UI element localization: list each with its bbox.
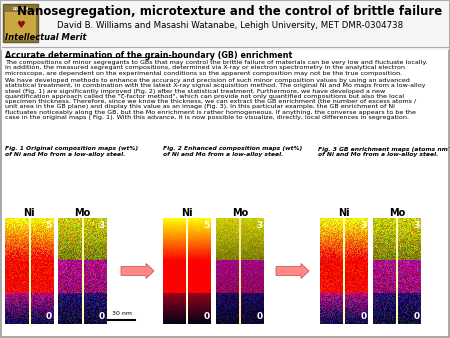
Text: 3: 3 <box>413 221 419 230</box>
Bar <box>1 1 449 50</box>
Text: of Ni and Mo from a low-alloy steel.: of Ni and Mo from a low-alloy steel. <box>163 152 284 157</box>
Text: 3: 3 <box>98 221 104 230</box>
Text: 0: 0 <box>99 312 104 321</box>
FancyBboxPatch shape <box>5 12 36 40</box>
Text: Mo: Mo <box>74 208 90 218</box>
Text: of Ni and Mo from a low-alloy steel.: of Ni and Mo from a low-alloy steel. <box>5 152 126 157</box>
Text: Intellectual Merit: Intellectual Merit <box>5 33 86 43</box>
Text: specimen thickness. Therefore, since we know the thickness, we can extract the G: specimen thickness. Therefore, since we … <box>5 99 416 104</box>
Text: Fig. 2 Enhanced composition maps (wt%): Fig. 2 Enhanced composition maps (wt%) <box>163 146 302 151</box>
Text: 3: 3 <box>360 221 367 230</box>
Text: Mo: Mo <box>232 208 248 218</box>
Text: We have developed methods to enhance the accuracy and precision of such minor co: We have developed methods to enhance the… <box>5 78 410 83</box>
FancyBboxPatch shape <box>3 4 38 42</box>
FancyArrow shape <box>276 264 309 279</box>
Text: 0: 0 <box>45 312 52 321</box>
Text: Ni: Ni <box>23 208 35 218</box>
Text: Accurate determination of the grain-boundary (GB) enrichment: Accurate determination of the grain-boun… <box>5 51 292 60</box>
Text: fluctuates noticeably along the GB, but the Mo enrichment is rather homogeneous.: fluctuates noticeably along the GB, but … <box>5 110 416 115</box>
Text: microscope, are dependent on the experimental conditions so the apparent composi: microscope, are dependent on the experim… <box>5 71 402 76</box>
Text: Fig. 1 Original composition maps (wt%): Fig. 1 Original composition maps (wt%) <box>5 146 138 151</box>
Text: case in the original maps ( Fig. 1). With this advance, it is now possible to vi: case in the original maps ( Fig. 1). Wit… <box>5 115 409 120</box>
Text: 0: 0 <box>360 312 367 321</box>
Text: 0: 0 <box>414 312 419 321</box>
Text: 0: 0 <box>256 312 262 321</box>
Text: Ni: Ni <box>338 208 350 218</box>
Text: 30 nm: 30 nm <box>112 311 131 316</box>
Text: Ni: Ni <box>181 208 193 218</box>
Text: steel (Fig. 1) are significantly improved (Fig. 2) after the statistical treatme: steel (Fig. 1) are significantly improve… <box>5 89 385 94</box>
Text: Fig. 3 GB enrichment maps (atoms nm⁻²): Fig. 3 GB enrichment maps (atoms nm⁻²) <box>318 146 450 152</box>
Text: Mo: Mo <box>389 208 405 218</box>
Text: ♥: ♥ <box>16 20 25 30</box>
Text: quantification approach called the "ζ-factor method", which can provide not only: quantification approach called the "ζ-fa… <box>5 94 404 99</box>
FancyArrow shape <box>121 264 154 279</box>
Text: statistical treatment, in combination with the latest X-ray signal acquisition m: statistical treatment, in combination wi… <box>5 83 426 88</box>
Text: David B. Williams and Masashi Watanabe, Lehigh University, MET DMR-0304738: David B. Williams and Masashi Watanabe, … <box>57 22 403 30</box>
Text: Nanosegregation, microtexture and the control of brittle failure: Nanosegregation, microtexture and the co… <box>18 5 443 19</box>
Text: LEHIGH: LEHIGH <box>12 7 29 11</box>
Text: 3: 3 <box>256 221 262 230</box>
Text: 5: 5 <box>45 221 52 230</box>
Text: of Ni and Mo from a low-alloy steel.: of Ni and Mo from a low-alloy steel. <box>318 152 438 157</box>
Text: 5: 5 <box>203 221 210 230</box>
Text: The compositions of minor segregants to GBs that may control the brittle failure: The compositions of minor segregants to … <box>5 60 427 65</box>
Text: In addition, the measured segregant compositions, determined via X-ray or electr: In addition, the measured segregant comp… <box>5 65 405 70</box>
Text: unit area in the GB plane) and display this value as an image (Fig. 3). In this : unit area in the GB plane) and display t… <box>5 104 395 110</box>
Text: 0: 0 <box>203 312 210 321</box>
